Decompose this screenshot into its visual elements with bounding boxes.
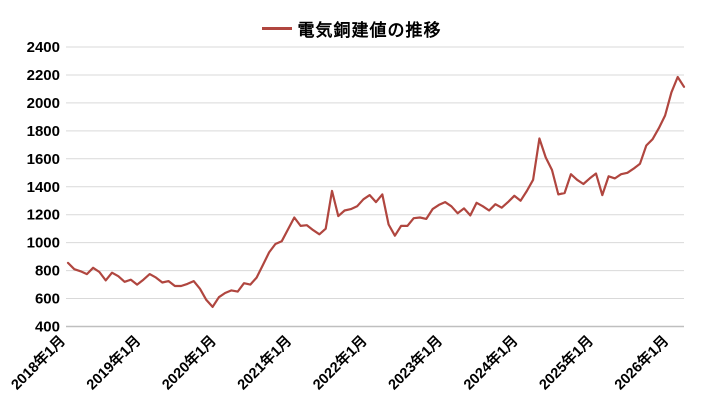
y-axis-label: 1600 (27, 151, 60, 168)
x-axis-label: 2024年1月 (460, 332, 522, 394)
x-axis-label: 2020年1月 (158, 332, 220, 394)
y-axis-label: 1200 (27, 207, 60, 224)
x-axis-label: 2025年1月 (535, 332, 597, 394)
x-axis-label: 2022年1月 (309, 332, 371, 394)
x-axis-label: 2023年1月 (384, 332, 446, 394)
y-axis-label: 800 (35, 263, 60, 280)
x-axis-label: 2021年1月 (233, 332, 295, 394)
y-axis-label: 2200 (27, 67, 60, 84)
x-axis-label: 2018年1月 (7, 332, 69, 394)
y-axis-label: 1800 (27, 123, 60, 140)
y-axis-label: 1400 (27, 179, 60, 196)
y-axis-label: 1000 (27, 235, 60, 252)
y-axis-label: 2000 (27, 95, 60, 112)
y-axis-label: 400 (35, 319, 60, 336)
y-axis-label: 600 (35, 291, 60, 308)
series-line (66, 75, 686, 308)
x-axis-label: 2019年1月 (83, 332, 145, 394)
y-axis-label: 2400 (27, 39, 60, 56)
x-axis-label: 2026年1月 (611, 332, 673, 394)
